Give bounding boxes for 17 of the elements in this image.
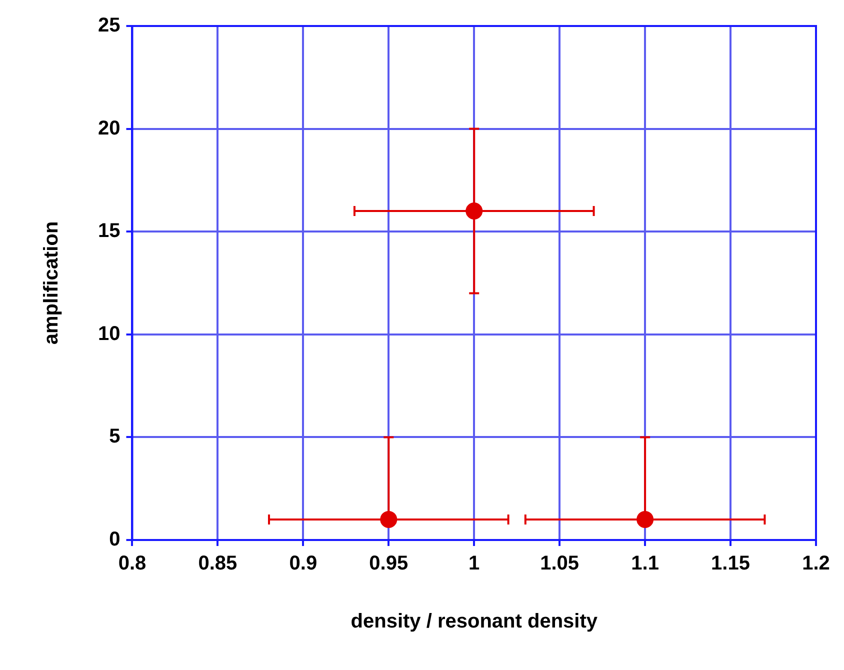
x-axis-title: density / resonant density	[350, 610, 598, 633]
y-tick-label: 25	[98, 14, 120, 37]
y-axis-title: amplification	[40, 221, 63, 345]
x-tick-label: 1.1	[631, 552, 659, 575]
y-tick-label: 10	[98, 322, 120, 345]
x-tick-label: 0.85	[198, 552, 238, 575]
x-tick-label: 1.05	[540, 552, 580, 575]
x-tick-label: 0.8	[118, 552, 146, 575]
x-tick-label: 0.9	[289, 552, 318, 575]
x-tick-label: 1	[468, 552, 480, 575]
y-tick-label: 5	[109, 426, 120, 448]
x-tick-label: 1.2	[802, 552, 830, 575]
y-tick-label: 20	[98, 117, 120, 140]
x-tick-label: 1.15	[711, 552, 750, 575]
y-tick-label: 0	[109, 528, 120, 551]
x-tick-label: 0.95	[369, 552, 408, 575]
y-tick-label: 15	[98, 220, 120, 242]
